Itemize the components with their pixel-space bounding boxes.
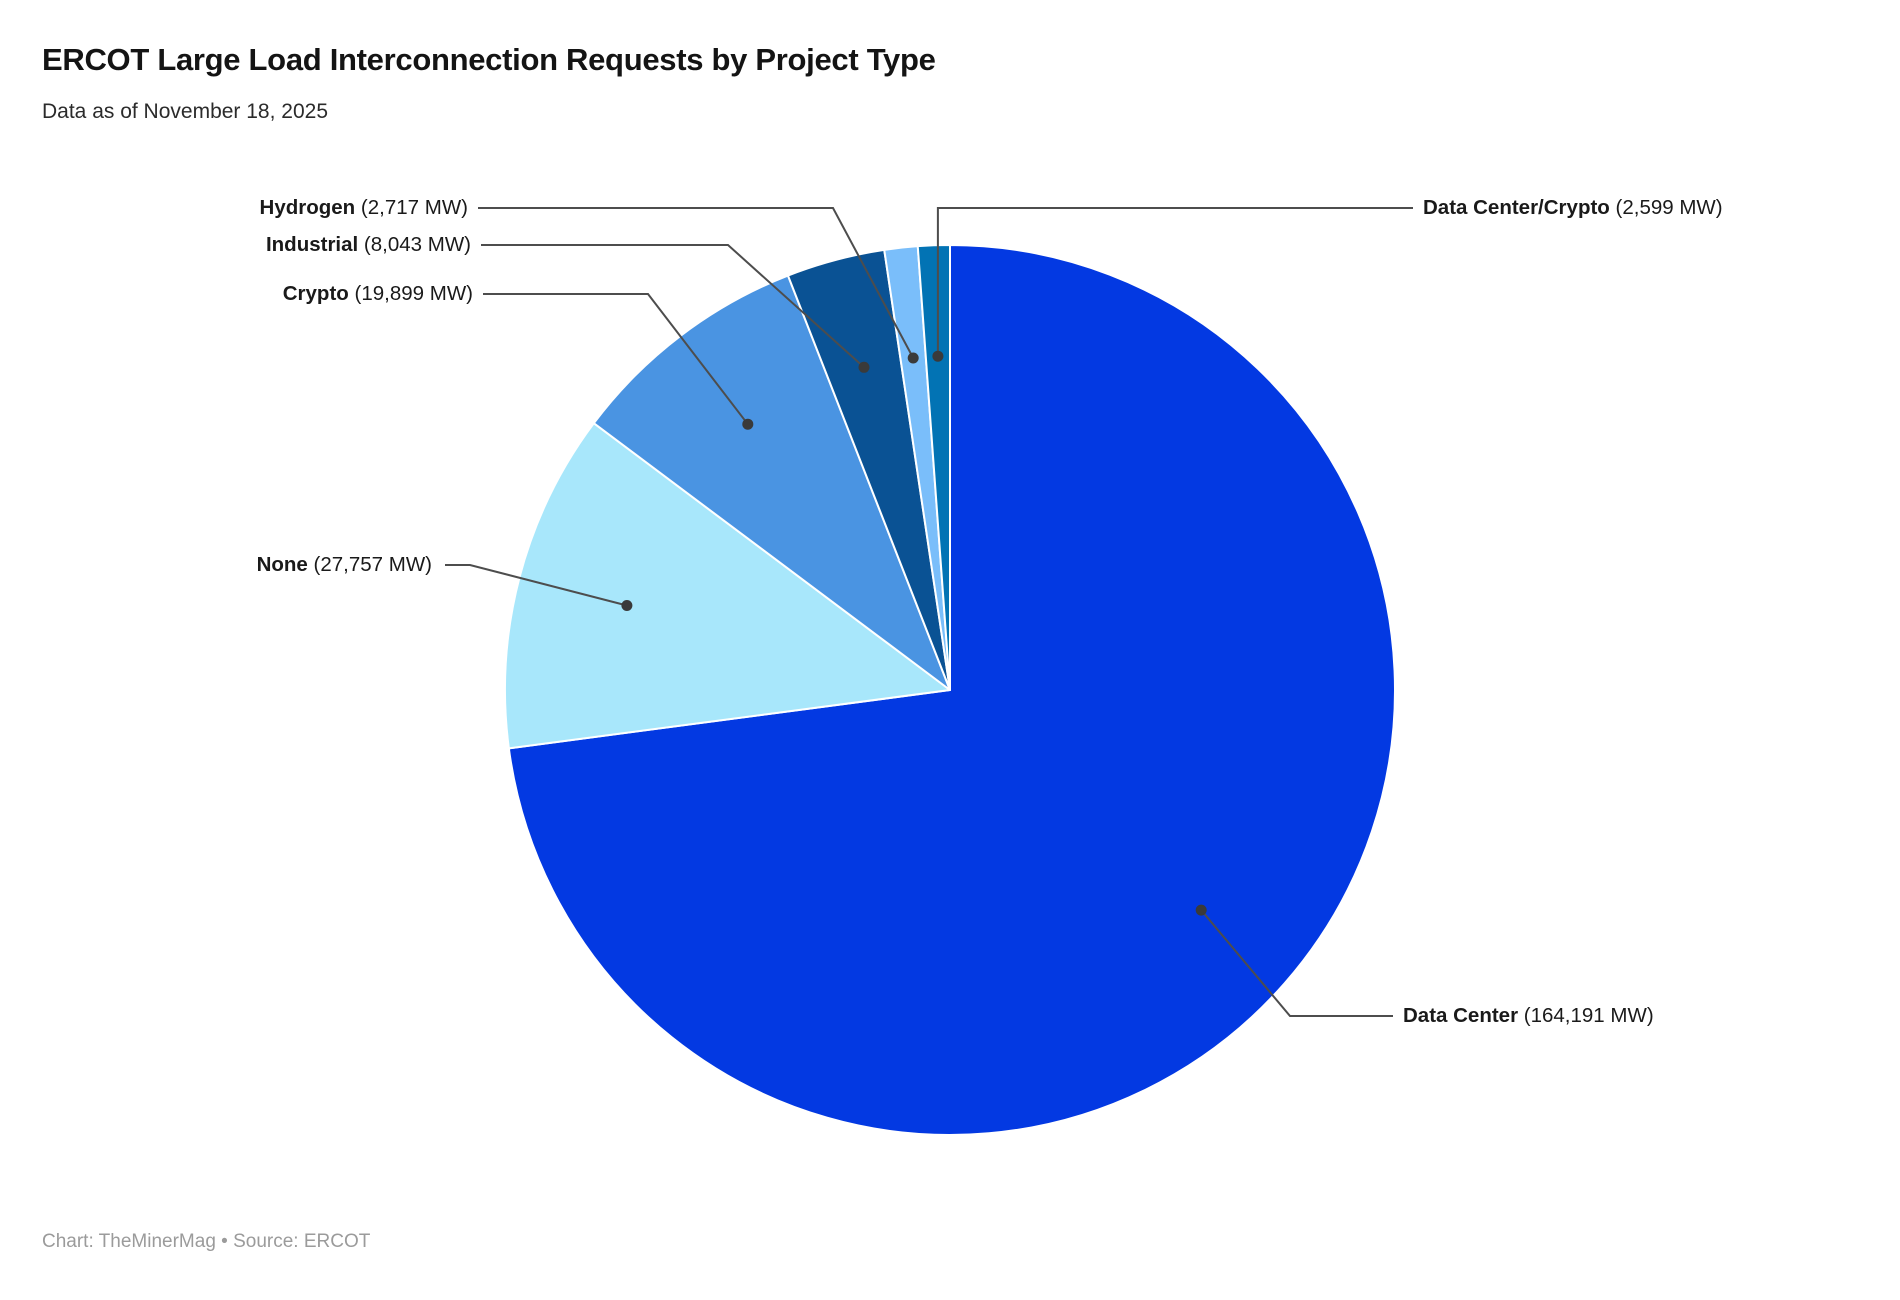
leader-line xyxy=(481,244,865,369)
label-industrial-value: (8,043 MW) xyxy=(363,233,471,256)
leader-dot xyxy=(1195,904,1207,916)
label-none-value: (27,757 MW) xyxy=(313,553,432,576)
leader-line xyxy=(445,564,628,607)
leader-dot xyxy=(907,352,919,364)
chart-credit: Chart: TheMinerMag • Source: ERCOT xyxy=(42,1231,371,1252)
label-hydrogen: Hydrogen (2,717 MW) xyxy=(260,195,468,221)
leader-line xyxy=(936,207,1413,357)
label-data-center-crypto-name: Data Center/Crypto xyxy=(1423,196,1610,219)
leader-dot xyxy=(858,361,870,373)
label-crypto: Crypto (19,899 MW) xyxy=(283,281,473,307)
label-none-name: None xyxy=(256,553,308,576)
label-none: None (27,757 MW) xyxy=(257,552,432,578)
label-data-center: Data Center (164,191 MW) xyxy=(1403,1003,1654,1029)
label-industrial: Industrial (8,043 MW) xyxy=(266,232,471,258)
leader-line xyxy=(478,207,915,359)
label-crypto-value: (19,899 MW) xyxy=(354,282,473,305)
leader-dot xyxy=(621,600,633,611)
label-data-center-crypto-value: (2,599 MW) xyxy=(1615,196,1723,219)
chart-title: ERCOT Large Load Interconnection Request… xyxy=(42,42,936,77)
label-hydrogen-name: Hydrogen xyxy=(259,196,356,219)
pie-slice-data-center xyxy=(507,244,1396,1136)
label-crypto-name: Crypto xyxy=(282,282,349,305)
label-data-center-name: Data Center xyxy=(1403,1004,1519,1027)
label-data-center-crypto: Data Center/Crypto (2,599 MW) xyxy=(1423,195,1723,221)
chart-subtitle: Data as of November 18, 2025 xyxy=(42,100,329,123)
label-hydrogen-value: (2,717 MW) xyxy=(360,196,468,219)
leader-dot xyxy=(932,350,944,362)
label-data-center-value: (164,191 MW) xyxy=(1523,1004,1654,1027)
leader-line xyxy=(483,293,749,425)
leader-line xyxy=(1200,909,1393,1017)
leader-dot xyxy=(742,418,754,430)
label-industrial-name: Industrial xyxy=(265,233,359,256)
